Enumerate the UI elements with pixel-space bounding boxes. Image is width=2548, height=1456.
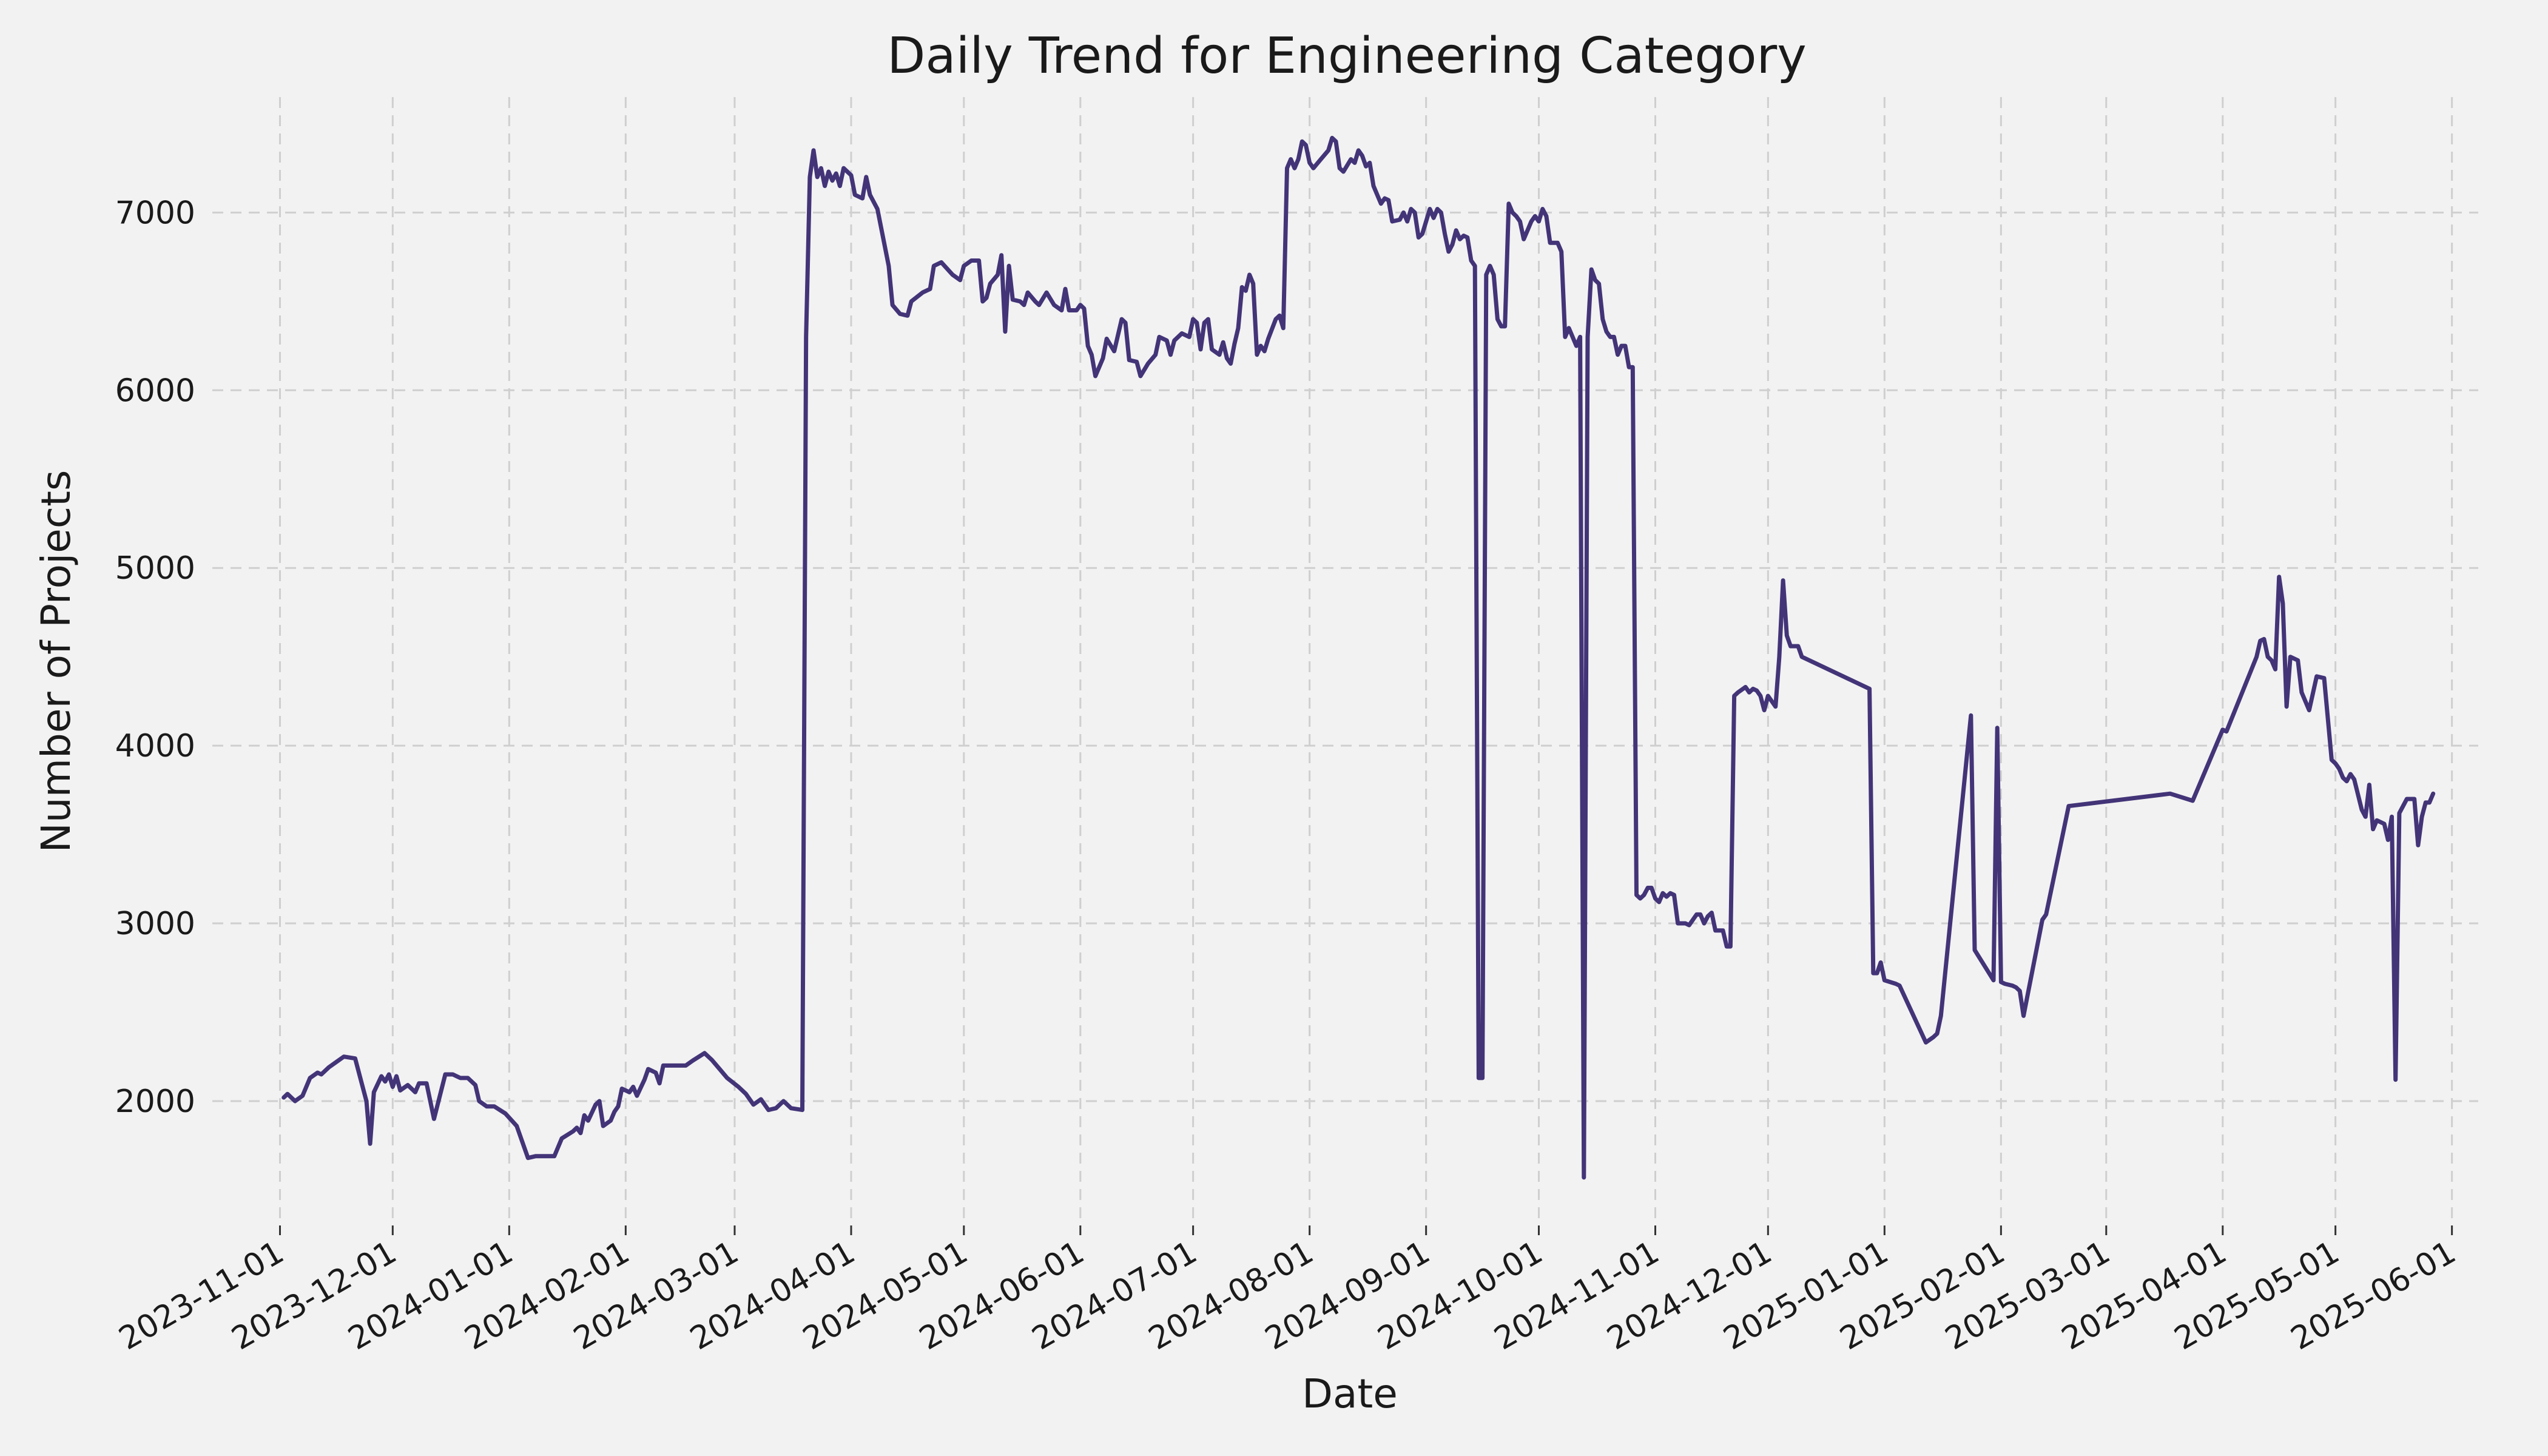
x-axis-label: Date: [1302, 1370, 1398, 1417]
y-tick-label: 5000: [115, 550, 195, 587]
y-tick-label: 4000: [115, 728, 195, 764]
y-axis-label: Number of Projects: [33, 470, 79, 853]
chart-title: Daily Trend for Engineering Category: [887, 27, 1806, 85]
y-tick-label: 2000: [115, 1084, 195, 1120]
grid: [212, 97, 2478, 1225]
y-tick-label: 6000: [115, 372, 195, 409]
series-line: [281, 135, 2436, 1180]
x-axis-ticks: 2023-11-012023-12-012024-01-012024-02-01…: [113, 1225, 2462, 1357]
y-axis-ticks: 2000 3000 4000 5000 6000 7000: [115, 195, 195, 1120]
y-tick-label: 3000: [115, 906, 195, 942]
y-tick-label: 7000: [115, 195, 195, 231]
